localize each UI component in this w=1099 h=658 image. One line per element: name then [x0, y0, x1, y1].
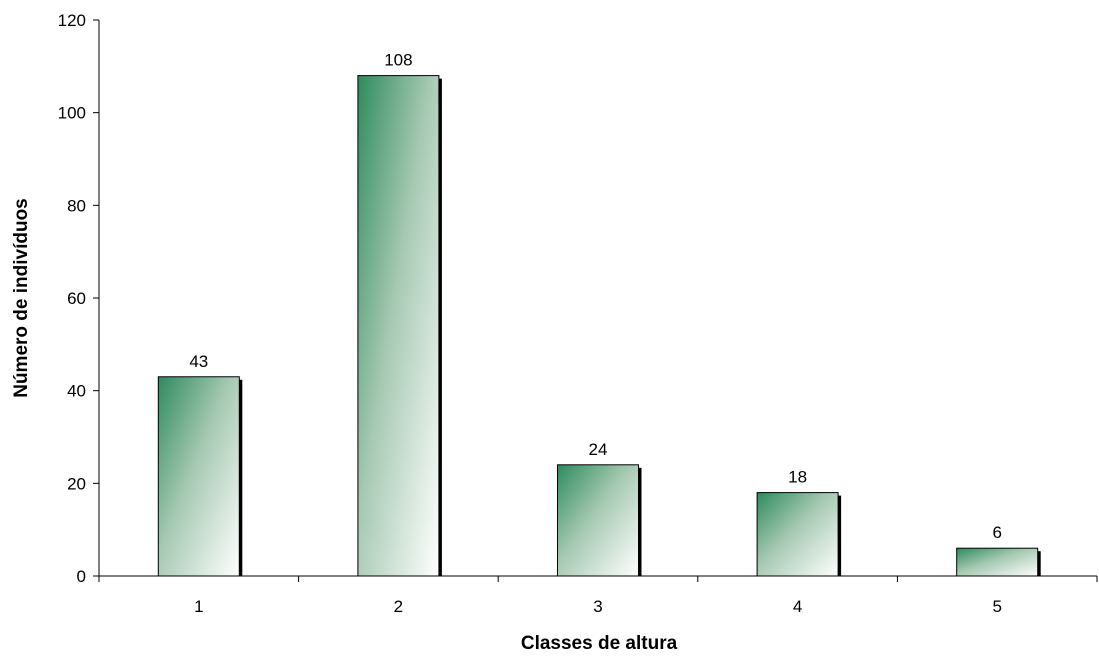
y-tick-label: 0 [77, 567, 86, 586]
x-tick-label-5: 5 [992, 597, 1001, 616]
y-tick-label: 40 [67, 382, 86, 401]
data-label-4: 18 [788, 468, 807, 487]
x-tick-label-2: 2 [394, 597, 403, 616]
data-label-5: 6 [992, 523, 1001, 542]
bar-5 [956, 547, 1039, 577]
axes-group [93, 19, 1098, 582]
data-label-2: 108 [384, 51, 412, 70]
x-axis-title: Classes de altura [521, 633, 678, 654]
y-tick-label: 60 [67, 289, 86, 308]
data-label-3: 24 [589, 440, 608, 459]
y-tick-label: 100 [58, 104, 86, 123]
y-axis-title: Número de indivíduos [11, 198, 32, 398]
x-tick-label-4: 4 [793, 597, 802, 616]
y-tick-label: 80 [67, 196, 86, 215]
bar-4 [756, 492, 839, 577]
x-tick-label-1: 1 [194, 597, 203, 616]
y-tick-label: 120 [58, 11, 86, 30]
y-tick-label: 20 [67, 474, 86, 493]
bars-group [157, 75, 1041, 577]
bar-1 [157, 376, 240, 577]
x-tick-label-3: 3 [593, 597, 602, 616]
bar-2 [357, 75, 440, 577]
bar-3 [557, 464, 639, 577]
data-label-1: 43 [189, 352, 208, 371]
